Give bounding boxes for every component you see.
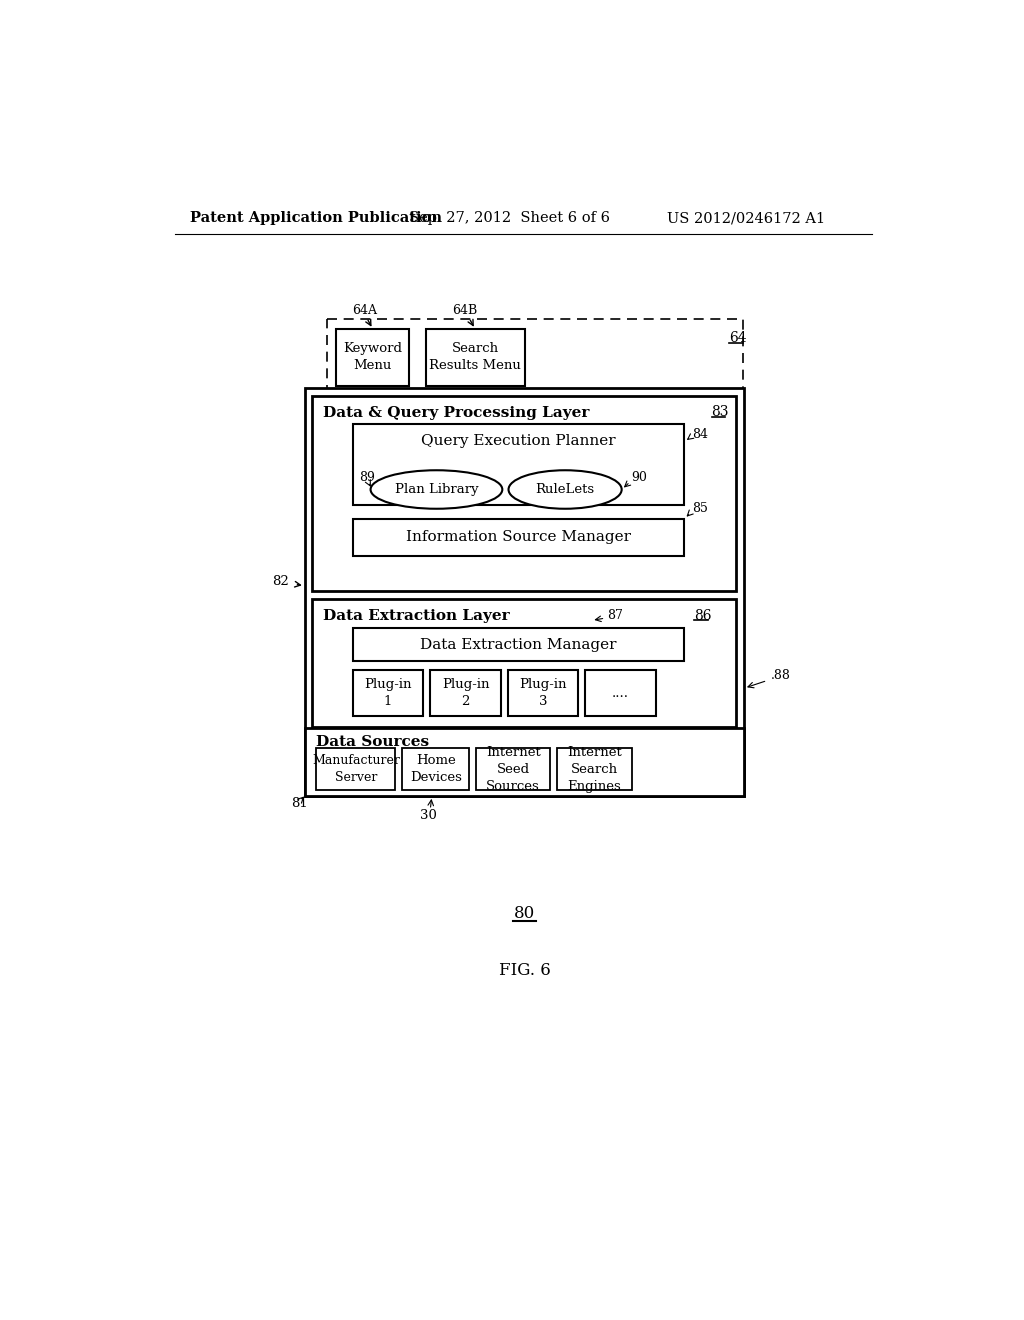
Text: Plug-in
3: Plug-in 3	[519, 678, 566, 708]
Text: 84: 84	[692, 428, 709, 441]
Bar	[352, 519, 684, 556]
Text: Home
Devices: Home Devices	[410, 754, 462, 784]
Text: 85: 85	[692, 502, 708, 515]
Text: Search
Results Menu: Search Results Menu	[429, 342, 521, 372]
Text: 64A: 64A	[352, 304, 377, 317]
Bar	[352, 424, 684, 506]
Text: Data & Query Processing Layer: Data & Query Processing Layer	[324, 405, 590, 420]
Text: ....: ....	[612, 686, 629, 700]
Text: 82: 82	[272, 576, 289, 589]
Bar	[352, 671, 423, 715]
Bar	[426, 330, 525, 385]
Ellipse shape	[371, 470, 503, 508]
Bar	[336, 330, 410, 385]
Text: 90: 90	[632, 471, 647, 484]
Bar	[305, 729, 744, 796]
Text: FIG. 6: FIG. 6	[499, 962, 551, 979]
Text: Plug-in
1: Plug-in 1	[365, 678, 412, 708]
Text: Data Sources: Data Sources	[315, 735, 429, 748]
Text: Plug-in
2: Plug-in 2	[441, 678, 489, 708]
Text: Information Source Manager: Information Source Manager	[407, 531, 631, 544]
Text: 64B: 64B	[452, 304, 477, 317]
Bar	[402, 748, 469, 789]
Text: Data Extraction Layer: Data Extraction Layer	[324, 609, 510, 623]
Ellipse shape	[509, 470, 622, 508]
Text: 30: 30	[420, 809, 437, 822]
Text: Internet
Search
Engines: Internet Search Engines	[567, 746, 622, 792]
Text: Sep. 27, 2012  Sheet 6 of 6: Sep. 27, 2012 Sheet 6 of 6	[409, 211, 609, 226]
Text: Manufacturer
Server: Manufacturer Server	[312, 754, 399, 784]
Bar	[586, 671, 655, 715]
Text: Keyword
Menu: Keyword Menu	[343, 342, 402, 372]
Text: 80: 80	[514, 904, 536, 921]
Text: 87: 87	[607, 610, 623, 622]
Text: 83: 83	[712, 405, 729, 420]
Bar	[430, 671, 501, 715]
Text: 81: 81	[291, 797, 307, 810]
Text: Data Extraction Manager: Data Extraction Manager	[420, 638, 616, 652]
Text: Query Execution Planner: Query Execution Planner	[421, 434, 615, 447]
Text: US 2012/0246172 A1: US 2012/0246172 A1	[667, 211, 824, 226]
Bar	[557, 748, 632, 789]
Bar	[312, 599, 736, 726]
Bar	[352, 628, 684, 661]
Text: RuleLets: RuleLets	[536, 483, 595, 496]
Text: Plan Library: Plan Library	[394, 483, 478, 496]
Text: .88: .88	[771, 669, 792, 682]
Bar	[312, 396, 736, 591]
Bar	[305, 388, 744, 796]
Text: 86: 86	[693, 609, 712, 623]
Text: 89: 89	[359, 471, 375, 484]
Text: Internet
Seed
Sources: Internet Seed Sources	[485, 746, 541, 792]
Text: 64: 64	[729, 331, 746, 345]
Bar	[328, 319, 742, 391]
Bar	[508, 671, 579, 715]
Text: Patent Application Publication: Patent Application Publication	[190, 211, 442, 226]
Bar	[476, 748, 550, 789]
Bar	[316, 748, 395, 789]
